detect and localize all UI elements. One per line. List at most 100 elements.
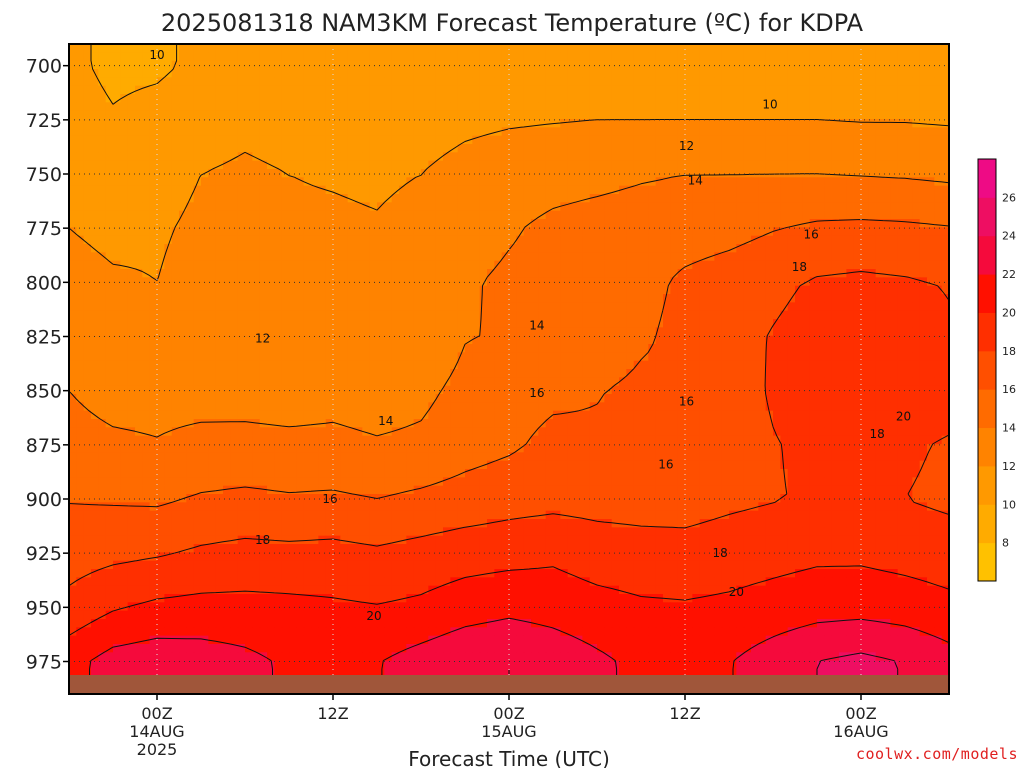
- field-cell: [707, 285, 715, 295]
- field-cell: [567, 327, 576, 337]
- field-cell: [333, 335, 341, 345]
- field-cell: [201, 60, 209, 70]
- field-cell: [699, 94, 708, 103]
- field-cell: [479, 244, 488, 253]
- field-cell: [743, 285, 752, 295]
- field-cell: [267, 385, 275, 395]
- field-cell: [83, 52, 92, 62]
- field-cell: [633, 252, 642, 262]
- field-cell: [494, 260, 503, 270]
- field-cell: [494, 135, 503, 145]
- field-cell: [289, 77, 297, 87]
- field-cell: [267, 352, 275, 362]
- field-cell: [399, 44, 407, 53]
- field-cell: [824, 85, 833, 95]
- field-cell: [384, 119, 393, 128]
- field-cell: [758, 327, 767, 337]
- field-cell: [318, 360, 327, 370]
- field-cell: [846, 202, 855, 212]
- field-cell: [641, 327, 649, 337]
- field-cell: [303, 52, 312, 62]
- field-cell: [215, 102, 224, 112]
- field-cell: [545, 52, 554, 62]
- field-cell: [707, 369, 715, 378]
- field-cell: [846, 44, 855, 53]
- field-cell: [245, 252, 253, 262]
- field-cell: [736, 60, 745, 70]
- field-cell: [245, 144, 253, 153]
- field-cell: [729, 127, 737, 137]
- field-cell: [663, 210, 671, 220]
- field-cell: [853, 60, 862, 70]
- field-cell: [201, 385, 209, 395]
- field-cell: [457, 252, 466, 262]
- field-cell: [831, 310, 840, 320]
- field-cell: [663, 77, 671, 87]
- field-cell: [743, 135, 752, 145]
- field-cell: [795, 327, 803, 337]
- field-cell: [853, 44, 862, 53]
- field-cell: [883, 260, 891, 270]
- field-cell: [743, 360, 752, 370]
- field-cell: [912, 102, 921, 112]
- field-cell: [157, 319, 165, 328]
- field-cell: [560, 194, 569, 203]
- field-cell: [421, 227, 429, 237]
- field-cell: [516, 310, 525, 320]
- field-cell: [883, 327, 891, 337]
- field-cell: [501, 294, 510, 303]
- field-cell: [171, 169, 180, 178]
- field-cell: [509, 194, 517, 203]
- field-cell: [91, 285, 99, 295]
- field-cell: [413, 260, 422, 270]
- field-cell: [149, 252, 158, 262]
- field-cell: [655, 69, 664, 78]
- field-cell: [883, 160, 891, 170]
- field-cell: [479, 327, 488, 337]
- field-cell: [714, 202, 723, 212]
- field-cell: [171, 235, 180, 245]
- field-cell: [113, 319, 121, 328]
- field-cell: [663, 277, 671, 287]
- field-cell: [281, 77, 290, 87]
- field-cell: [267, 144, 275, 153]
- field-cell: [853, 135, 862, 145]
- field-cell: [157, 294, 165, 303]
- field-cell: [897, 235, 906, 245]
- field-cell: [355, 185, 363, 195]
- field-cell: [721, 210, 730, 220]
- field-cell: [575, 60, 583, 70]
- field-cell: [325, 69, 334, 78]
- field-cell: [692, 160, 701, 170]
- field-cell: [912, 269, 921, 278]
- field-cell: [575, 260, 583, 270]
- field-cell: [707, 319, 715, 328]
- field-cell: [157, 235, 165, 245]
- field-cell: [340, 260, 349, 270]
- field-cell: [281, 377, 290, 387]
- field-cell: [729, 219, 737, 228]
- field-cell: [157, 185, 165, 195]
- field-cell: [318, 152, 327, 162]
- field-cell: [494, 60, 503, 70]
- field-cell: [91, 44, 99, 53]
- field-cell: [384, 169, 393, 178]
- field-cell: [758, 294, 767, 303]
- field-cell: [457, 144, 466, 153]
- field-cell: [927, 94, 935, 103]
- field-cell: [413, 60, 422, 70]
- field-cell: [245, 344, 253, 353]
- field-cell: [787, 60, 796, 70]
- field-cell: [567, 219, 576, 228]
- field-cell: [259, 327, 268, 337]
- field-cell: [824, 119, 833, 128]
- field-cell: [787, 327, 796, 337]
- field-cell: [531, 285, 539, 295]
- field-cell: [237, 44, 246, 53]
- field-cell: [362, 77, 371, 87]
- field-cell: [237, 127, 246, 137]
- field-cell: [853, 85, 862, 95]
- field-cell: [743, 302, 752, 312]
- field-cell: [479, 369, 488, 378]
- field-cell: [333, 294, 341, 303]
